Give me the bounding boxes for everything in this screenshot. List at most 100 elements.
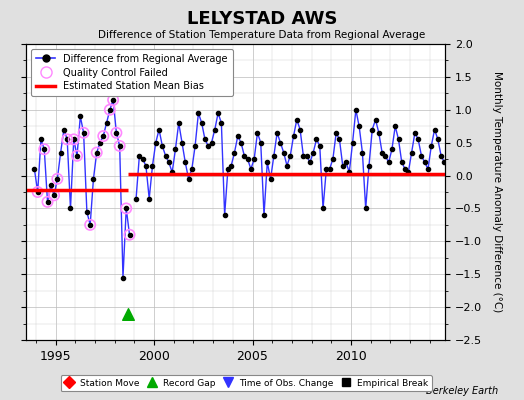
Point (388, 146, 396, 152)
Point (263, 159, 271, 166)
Point (194, 110, 203, 116)
Point (355, 123, 363, 130)
Point (93, 149, 101, 156)
Point (161, 153, 170, 159)
Point (165, 159, 173, 166)
Point (112, 130, 121, 136)
Point (325, 166, 334, 172)
Point (93, 149, 101, 156)
Point (253, 130, 261, 136)
Point (67, 205, 75, 212)
Point (125, 232, 134, 238)
Point (122, 205, 130, 212)
Point (53, 176, 61, 182)
Point (211, 126, 219, 133)
Point (83, 208, 91, 215)
Point (283, 162, 291, 169)
Point (63, 136, 71, 142)
Point (70, 136, 78, 142)
Point (73, 153, 81, 159)
Point (50, 192, 58, 198)
Point (385, 159, 393, 166)
Point (250, 156, 258, 162)
Legend: Station Move, Record Gap, Time of Obs. Change, Empirical Break: Station Move, Record Gap, Time of Obs. C… (61, 375, 432, 392)
Point (230, 149, 238, 156)
Point (292, 116, 301, 123)
Point (378, 149, 386, 156)
Point (339, 162, 347, 169)
Point (375, 130, 383, 136)
Point (73, 153, 81, 159)
Point (80, 130, 88, 136)
Point (404, 169, 412, 176)
Point (115, 143, 124, 149)
Point (279, 149, 288, 156)
Point (302, 153, 311, 159)
Point (86, 222, 94, 228)
Point (125, 232, 134, 238)
Point (315, 143, 324, 149)
Point (115, 143, 124, 149)
Point (112, 130, 121, 136)
Point (273, 130, 281, 136)
Point (414, 136, 422, 142)
Point (391, 123, 399, 130)
Point (188, 166, 196, 172)
Text: LELYSTAD AWS: LELYSTAD AWS (187, 10, 337, 28)
Point (358, 149, 367, 156)
Point (40, 146, 48, 152)
Point (257, 140, 265, 146)
Point (135, 153, 144, 159)
Point (440, 159, 449, 166)
Text: Difference of Station Temperature Data from Regional Average: Difference of Station Temperature Data f… (99, 30, 425, 40)
Point (352, 106, 360, 113)
Point (119, 274, 127, 281)
Point (234, 133, 242, 139)
Point (53, 176, 61, 182)
Point (158, 143, 167, 149)
Point (260, 212, 268, 218)
Point (217, 120, 225, 126)
Point (421, 159, 429, 166)
Point (43, 199, 52, 205)
Point (132, 195, 140, 202)
Point (155, 126, 163, 133)
Point (368, 126, 376, 133)
Point (372, 116, 380, 123)
Point (198, 120, 206, 126)
Point (138, 156, 147, 162)
Point (106, 106, 114, 113)
Point (335, 136, 344, 142)
Point (430, 126, 439, 133)
Point (106, 106, 114, 113)
Point (109, 97, 117, 103)
Point (86, 222, 94, 228)
Point (221, 212, 229, 218)
Point (70, 136, 78, 142)
Point (50, 192, 58, 198)
Text: Berkeley Earth: Berkeley Earth (425, 386, 498, 396)
Point (411, 130, 419, 136)
Point (63, 136, 71, 142)
Point (362, 205, 370, 212)
Point (109, 97, 117, 103)
Point (43, 199, 52, 205)
Point (312, 136, 321, 142)
Point (227, 162, 235, 169)
Point (47, 182, 55, 189)
Point (299, 153, 308, 159)
Point (201, 136, 209, 142)
Point (141, 162, 150, 169)
Point (345, 169, 354, 176)
Point (96, 140, 104, 146)
Point (247, 166, 255, 172)
Point (332, 130, 341, 136)
Point (102, 120, 111, 126)
Point (417, 153, 425, 159)
Point (266, 176, 275, 182)
Point (289, 133, 298, 139)
Point (99, 133, 107, 139)
Point (34, 189, 42, 195)
Point (178, 140, 186, 146)
Point (437, 153, 445, 159)
